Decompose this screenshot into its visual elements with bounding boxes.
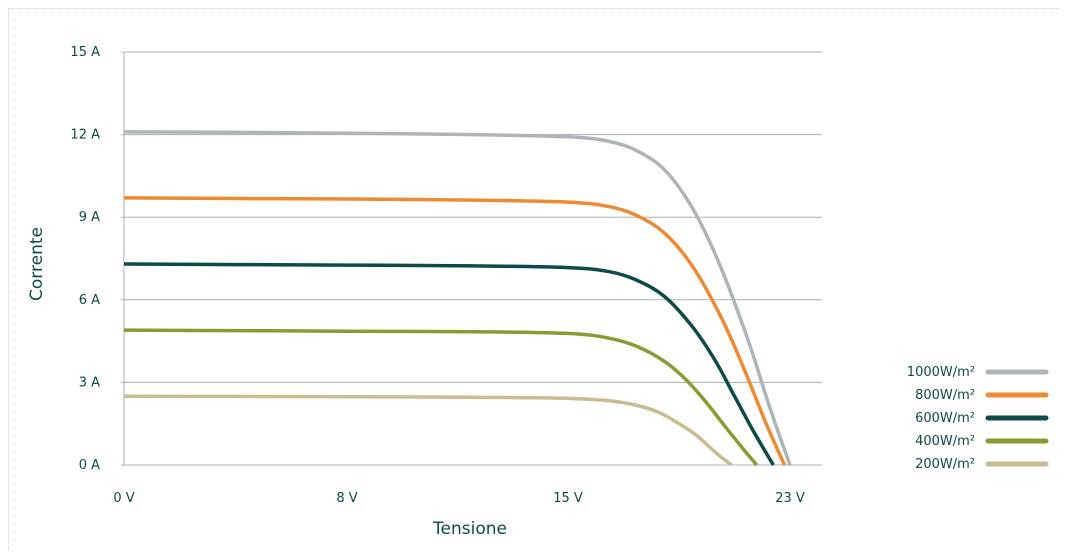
y-tick-label: 6 A [79, 293, 100, 308]
legend-label: 600W/m² [915, 411, 975, 426]
legend-label: 1000W/m² [907, 365, 975, 380]
y-tick-labels: 0 A 3 A 6 A 9 A 12 A 15 A [70, 45, 100, 473]
x-tick-label: 23 V [775, 491, 805, 506]
y-tick-label: 12 A [70, 128, 100, 143]
x-tick-label: 8 V [336, 491, 357, 506]
chart-frame [8, 8, 1059, 550]
series-line [123, 328, 759, 467]
series-line [123, 196, 787, 466]
legend-label: 800W/m² [915, 388, 975, 403]
x-tick-label: 15 V [553, 491, 583, 506]
series-lines [123, 130, 792, 467]
y-tick-label: 15 A [70, 45, 100, 60]
x-axis-title: Tensione [432, 519, 507, 539]
series-line [123, 394, 733, 467]
y-axis-title: Corrente [27, 227, 47, 301]
y-tick-label: 9 A [79, 210, 100, 225]
legend-label: 200W/m² [915, 457, 975, 472]
legend-label: 400W/m² [915, 434, 975, 449]
x-tick-label: 0 V [113, 491, 134, 506]
legend: 1000W/m² 800W/m² 600W/m² 400W/m² 200W/m² [907, 365, 1049, 472]
y-tick-label: 3 A [79, 375, 100, 390]
series-line [123, 262, 775, 466]
x-tick-labels: 0 V 8 V 15 V 23 V [113, 491, 805, 506]
y-tick-label: 0 A [79, 458, 100, 473]
series-line [123, 130, 792, 466]
